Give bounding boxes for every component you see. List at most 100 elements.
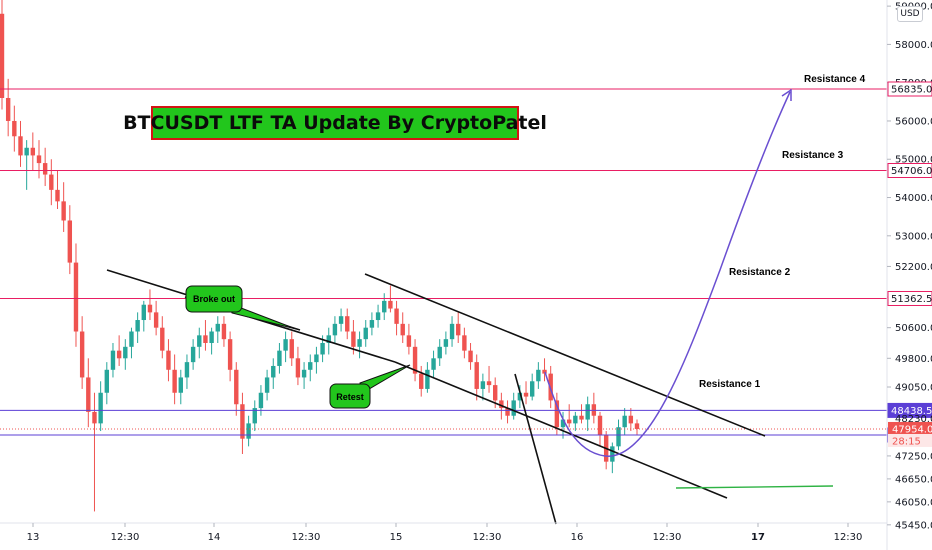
retest-callout-box: [329, 383, 371, 409]
green-target-line: [675, 485, 834, 489]
candle-body: [406, 335, 412, 347]
candle-body: [314, 354, 319, 363]
candle-body: [215, 323, 220, 332]
price-axis[interactable]: 59000.058000.057000.056000.055000.054000…: [887, 2, 932, 532]
candle-body: [610, 446, 615, 462]
candle-body: [523, 392, 529, 397]
candle-body: [493, 385, 498, 401]
candle-body: [147, 304, 153, 313]
x-tick-label: 13: [27, 532, 40, 543]
candle-body: [172, 369, 177, 393]
candle-body: [49, 174, 54, 190]
candle-body: [264, 377, 270, 393]
y-tick-label: 53000.0: [895, 231, 932, 242]
candle-body: [437, 346, 442, 359]
projection-curve: [544, 91, 791, 457]
candle-body: [98, 392, 103, 424]
drawings-layer: Broke out Retest: [106, 88, 834, 525]
candle-body: [104, 369, 110, 393]
y-tick-label: 46650.0: [895, 474, 932, 485]
candle-body: [227, 339, 233, 370]
candle-body: [554, 400, 560, 428]
candle-body: [209, 331, 214, 343]
candle-body: [425, 369, 430, 389]
countdown-tag-box: [888, 433, 932, 447]
x-tick-label: 16: [571, 532, 584, 543]
candle-body: [129, 331, 134, 347]
candle-body: [585, 404, 590, 420]
level-tag-label: 51362.5: [891, 294, 932, 305]
candle-body: [197, 335, 202, 347]
candle-body: [18, 136, 23, 156]
candle-body: [499, 400, 504, 409]
resistance-4-label: Resistance 4: [804, 74, 866, 85]
candle-body: [431, 358, 436, 370]
x-tick-label: 14: [208, 532, 221, 543]
candle-body: [42, 163, 48, 175]
level-tag-label: 56835.0: [891, 85, 932, 96]
candle-body: [190, 346, 196, 363]
level-tag-box: [887, 402, 932, 418]
candle-body: [67, 220, 73, 263]
y-tick-label: 50600.0: [895, 323, 932, 334]
candle-body: [622, 415, 627, 428]
candle-body: [468, 350, 473, 363]
candle-body: [116, 350, 122, 359]
candle-body: [474, 362, 479, 389]
candle-body: [295, 358, 301, 378]
candle-body: [5, 97, 11, 121]
candle-body: [369, 320, 375, 328]
candle-body: [301, 369, 307, 378]
candle-body: [141, 304, 146, 321]
y-tick-label: 45450.0: [895, 520, 932, 531]
candle-body: [153, 312, 159, 328]
candle-body: [443, 339, 449, 347]
candle-body: [271, 365, 276, 378]
candle-body: [123, 346, 128, 359]
candle-body: [419, 373, 424, 389]
candle-body: [240, 404, 245, 439]
candle-body: [178, 377, 183, 393]
level-tag-label: 48438.5: [891, 406, 932, 417]
price-tag-label: 48230.0: [895, 414, 932, 425]
candle-body: [166, 350, 171, 370]
y-tick-label: 47250.0: [895, 451, 932, 462]
countdown-tag-label: 28:15: [892, 436, 921, 447]
candle-body: [351, 331, 356, 347]
y-tick-label: 58000.0: [895, 40, 932, 51]
candle-body: [332, 323, 338, 336]
candle-body: [375, 312, 381, 321]
candle-body: [560, 419, 566, 428]
time-axis[interactable]: 13 12:30 14 12:30 15 12:30 16 12:30 17 12:30: [27, 523, 863, 543]
x-tick-label: 12:30: [653, 532, 682, 543]
broke-out-callout-box: [185, 285, 243, 313]
candle-body: [616, 427, 621, 447]
candle-body: [258, 392, 264, 409]
candle-body: [234, 369, 239, 405]
broke-out-callout-text: Broke out: [193, 294, 235, 304]
current-price-tag-label: 47954.0: [892, 424, 932, 435]
channel-2-lower-line: [394, 361, 728, 499]
candle-body: [400, 323, 405, 336]
y-tick-label: 54000.0: [895, 193, 932, 204]
candle-body: [289, 339, 294, 359]
candle-body: [277, 350, 282, 366]
y-tick-label: 52200.0: [895, 262, 932, 273]
candle-body: [505, 408, 510, 416]
y-tick-label: 49800.0: [895, 354, 932, 365]
x-tick-label: 12:30: [834, 532, 863, 543]
candle-body: [61, 201, 66, 221]
candle-body: [86, 377, 91, 412]
candle-body: [456, 323, 461, 336]
x-tick-label: 17: [751, 532, 765, 543]
level-tag-box: [887, 81, 932, 97]
candle-body: [597, 415, 603, 435]
candle-body: [12, 120, 17, 137]
candle-body: [24, 147, 29, 156]
candle-body: [160, 327, 165, 351]
chart-title: BTCUSDT LTF TA Update By CryptoPatel: [123, 112, 547, 134]
candle-body: [184, 362, 190, 378]
candle-body: [221, 323, 227, 340]
currency-button[interactable]: USD: [897, 6, 923, 22]
